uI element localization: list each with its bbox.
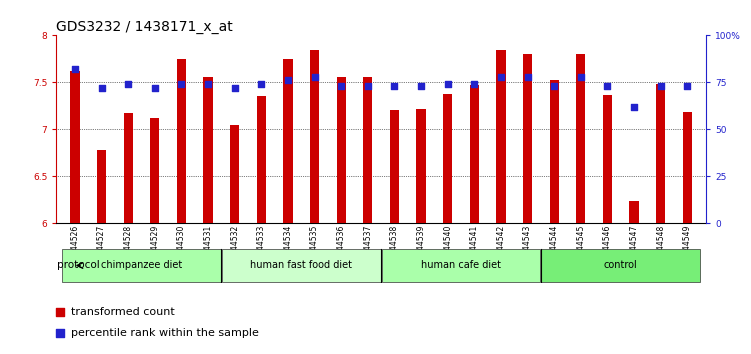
Text: control: control <box>604 261 638 270</box>
Bar <box>363 77 372 223</box>
Point <box>388 83 400 89</box>
Point <box>95 85 107 91</box>
Point <box>655 83 667 89</box>
Point <box>495 74 507 80</box>
Bar <box>523 54 532 223</box>
Point <box>229 85 241 91</box>
Point <box>255 81 267 87</box>
Point <box>149 85 161 91</box>
Point <box>335 83 347 89</box>
FancyBboxPatch shape <box>541 249 700 282</box>
Bar <box>496 50 505 223</box>
Bar <box>390 110 399 223</box>
Point <box>309 74 321 80</box>
Text: human cafe diet: human cafe diet <box>421 261 501 270</box>
FancyBboxPatch shape <box>222 249 381 282</box>
Text: human fast food diet: human fast food diet <box>250 261 352 270</box>
Point <box>681 83 693 89</box>
Point <box>362 83 374 89</box>
Bar <box>336 77 346 223</box>
Point <box>272 30 284 35</box>
Bar <box>204 77 213 223</box>
Bar <box>71 71 80 223</box>
Point <box>628 104 640 109</box>
Bar <box>124 113 133 223</box>
Bar <box>629 200 638 223</box>
Bar <box>176 59 186 223</box>
Bar <box>443 93 452 223</box>
Point <box>602 83 614 89</box>
Point <box>272 223 284 228</box>
Bar <box>576 54 586 223</box>
Bar <box>283 59 293 223</box>
Point <box>469 81 481 87</box>
Point <box>176 81 188 87</box>
Text: percentile rank within the sample: percentile rank within the sample <box>71 328 259 338</box>
Bar <box>469 85 479 223</box>
Point <box>548 83 560 89</box>
Bar <box>97 150 106 223</box>
Point <box>122 81 134 87</box>
Point <box>575 74 587 80</box>
Point <box>202 81 214 87</box>
Bar <box>257 96 266 223</box>
Bar <box>416 109 426 223</box>
Bar <box>550 80 559 223</box>
Point <box>282 78 294 83</box>
Bar <box>150 118 159 223</box>
Point <box>415 83 427 89</box>
Point <box>521 74 533 80</box>
Text: protocol: protocol <box>57 261 100 270</box>
Bar <box>656 84 665 223</box>
FancyBboxPatch shape <box>62 249 221 282</box>
Text: chimpanzee diet: chimpanzee diet <box>101 261 182 270</box>
Text: transformed count: transformed count <box>71 307 175 316</box>
Bar <box>230 125 240 223</box>
Bar <box>683 112 692 223</box>
Bar <box>310 50 319 223</box>
FancyBboxPatch shape <box>382 249 540 282</box>
Point <box>69 66 81 72</box>
Bar <box>603 96 612 223</box>
Point <box>442 81 454 87</box>
Text: GDS3232 / 1438171_x_at: GDS3232 / 1438171_x_at <box>56 21 233 34</box>
